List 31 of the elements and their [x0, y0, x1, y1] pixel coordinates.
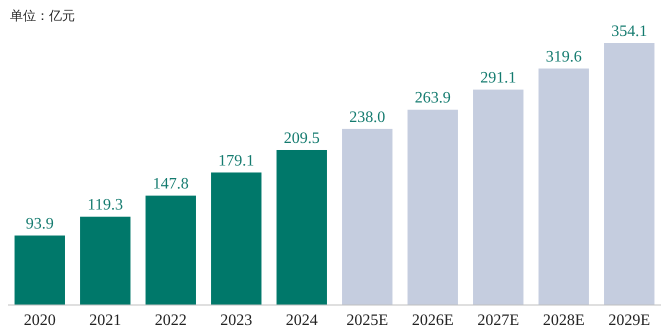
bar	[538, 68, 589, 305]
data-label: 291.1	[480, 70, 516, 87]
x-tick-label: 2022	[154, 312, 187, 329]
data-label: 238.0	[349, 108, 386, 126]
bar	[473, 90, 524, 305]
x-tick-label: 2029E	[608, 312, 650, 329]
bar	[276, 150, 327, 305]
x-tick-label: 2023	[220, 312, 252, 329]
data-label: 319.6	[546, 48, 582, 66]
x-tick-label: 2020	[24, 312, 56, 329]
data-label: 119.3	[88, 196, 123, 214]
bar	[14, 236, 65, 305]
x-tick-label: 2021	[89, 312, 122, 329]
x-tick-label: 2027E	[477, 312, 520, 329]
x-tick-label: 2026E	[412, 312, 454, 329]
data-label: 209.5	[284, 130, 320, 147]
x-tick-label: 2028E	[542, 312, 585, 329]
bar	[146, 196, 196, 305]
x-tick-label: 2025E	[346, 312, 388, 329]
x-tick-label: 2024	[286, 312, 318, 329]
data-label: 354.1	[611, 23, 648, 40]
bar	[211, 172, 262, 305]
bar	[604, 43, 654, 305]
data-label: 93.9	[26, 216, 54, 233]
data-label: 179.1	[218, 152, 254, 170]
data-label: 147.8	[152, 176, 189, 193]
data-label: 263.9	[414, 90, 451, 107]
bar	[408, 110, 458, 305]
text: 单位：亿元	[10, 9, 75, 24]
bar	[80, 216, 130, 305]
bar	[342, 128, 392, 305]
